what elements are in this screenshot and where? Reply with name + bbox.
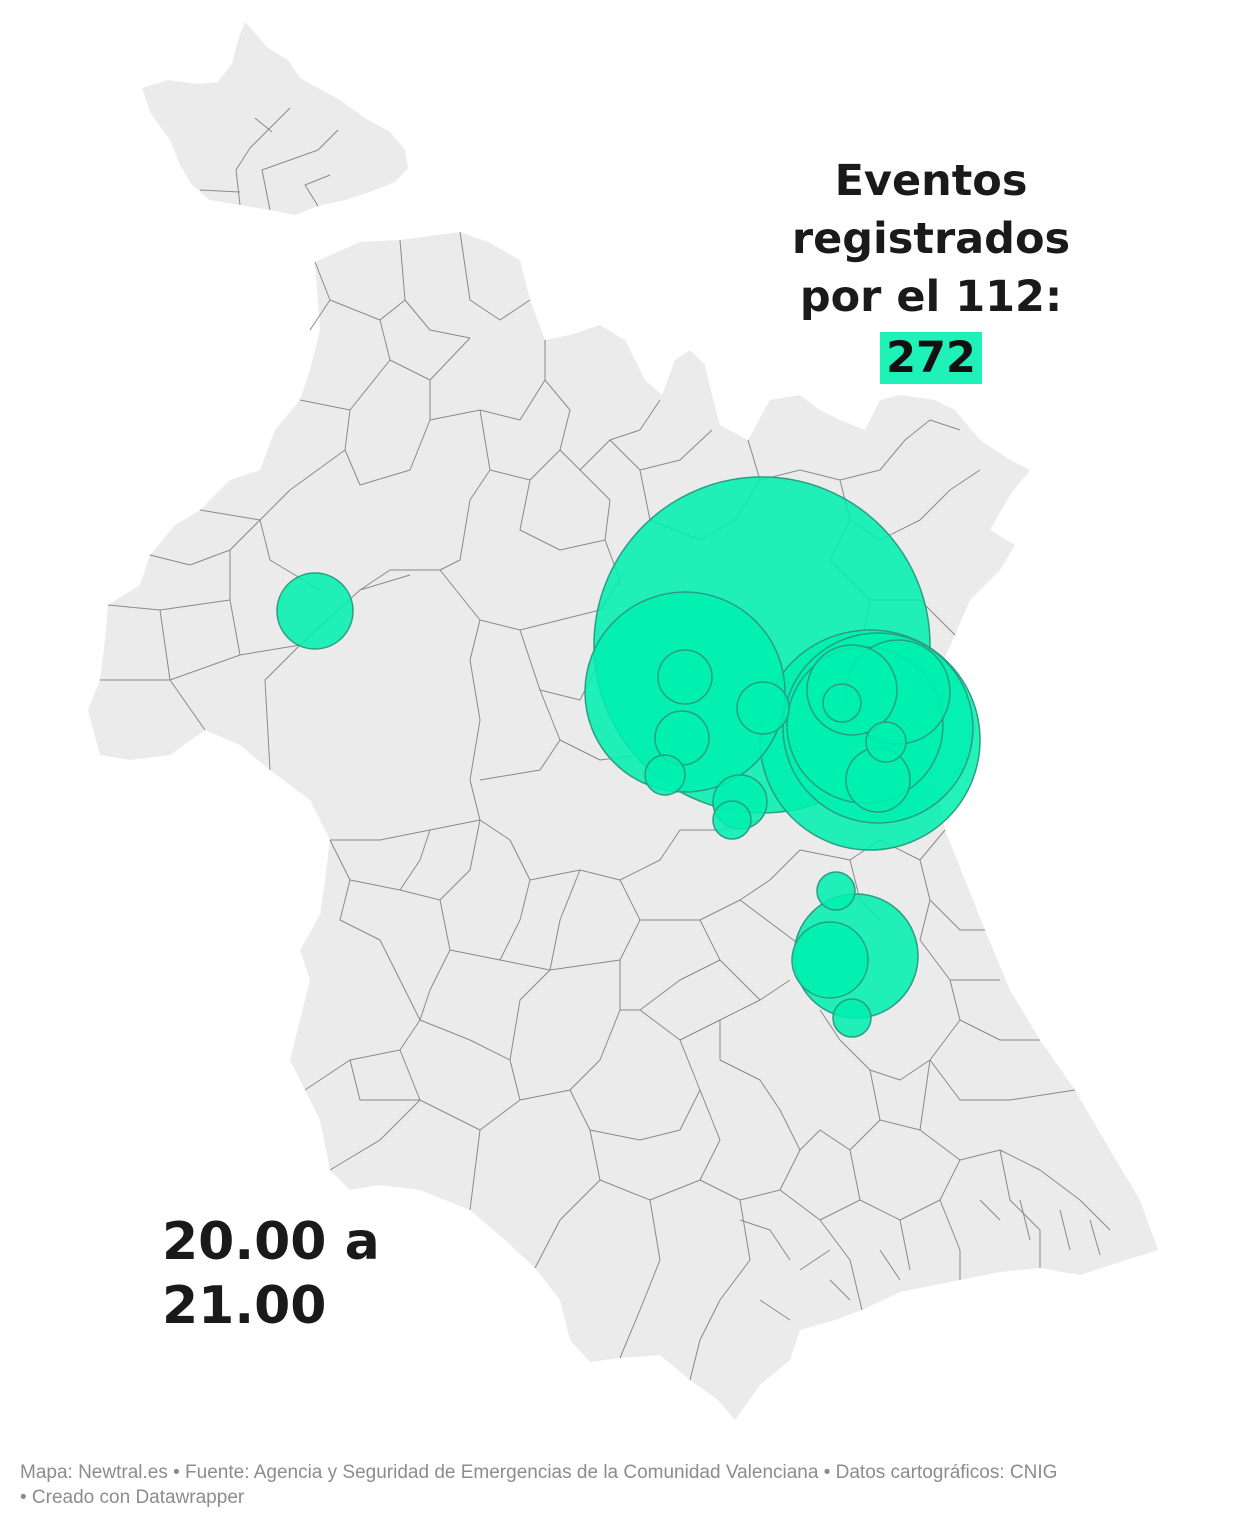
event-bubble[interactable] — [816, 871, 856, 911]
event-bubble[interactable] — [832, 998, 872, 1038]
border-line — [199, 107, 339, 211]
province-map — [88, 22, 1158, 1420]
event-bubble[interactable] — [644, 754, 686, 796]
rincon-de-ademuz-enclave — [142, 22, 408, 215]
title-line-1: Eventos registrados — [791, 156, 1071, 264]
event-bubble[interactable] — [865, 721, 907, 763]
event-bubble[interactable] — [791, 921, 869, 999]
border-line — [100, 449, 491, 771]
border-line — [739, 1199, 1101, 1321]
event-bubble[interactable] — [712, 800, 752, 840]
border-line — [329, 960, 791, 1211]
source-footer: Mapa: Newtral.es • Fuente: Agencia y Seg… — [20, 1460, 1220, 1510]
events-count-badge: 272 — [880, 332, 982, 384]
event-bubble[interactable] — [276, 572, 354, 650]
border-line — [299, 231, 571, 486]
event-bubble[interactable] — [822, 683, 862, 723]
footer-line-1: Mapa: Newtral.es • Fuente: Agencia y Seg… — [20, 1462, 1058, 1483]
time-range-line-2: 21.00 — [162, 1276, 327, 1336]
event-bubble[interactable] — [736, 681, 790, 735]
events-title: Eventos registrados por el 112: 272 — [700, 152, 1162, 387]
event-bubbles — [276, 476, 981, 1038]
event-bubble[interactable] — [657, 649, 713, 705]
title-line-2: por el 112: — [799, 272, 1063, 322]
time-range-line-1: 20.00 a — [162, 1212, 380, 1272]
border-line — [534, 1020, 1111, 1381]
municipal-borders — [100, 107, 1111, 1381]
time-range-label: 20.00 a 21.00 — [162, 1210, 380, 1338]
footer-line-2: • Creado con Datawrapper — [20, 1487, 245, 1508]
